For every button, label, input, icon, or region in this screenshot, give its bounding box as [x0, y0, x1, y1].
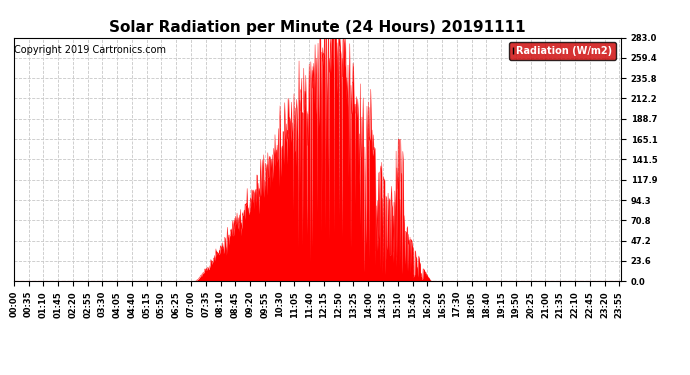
Legend: Radiation (W/m2): Radiation (W/m2)	[509, 42, 616, 60]
Text: Copyright 2019 Cartronics.com: Copyright 2019 Cartronics.com	[14, 45, 166, 55]
Title: Solar Radiation per Minute (24 Hours) 20191111: Solar Radiation per Minute (24 Hours) 20…	[109, 20, 526, 35]
